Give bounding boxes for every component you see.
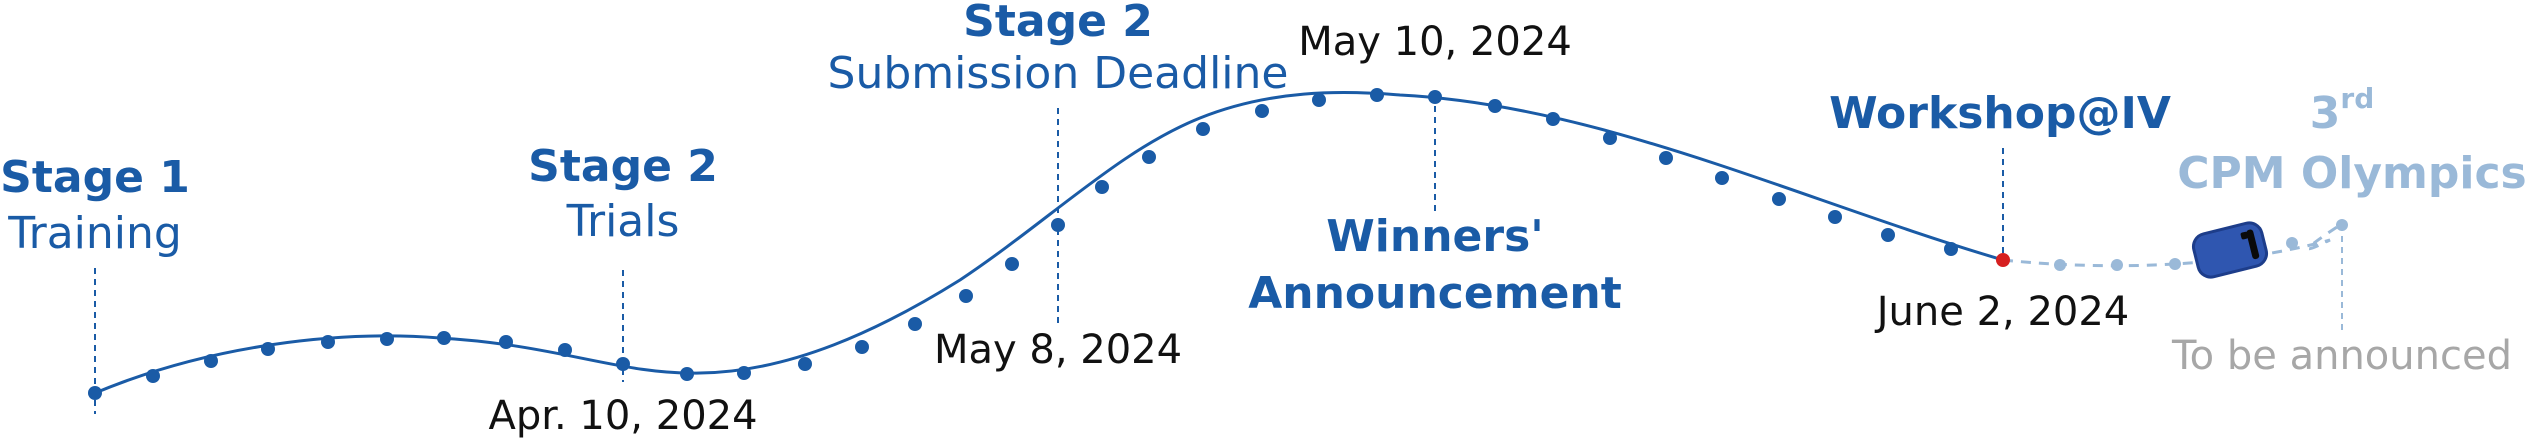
stage2-deadline-subtitle: Submission Deadline	[827, 48, 1289, 99]
car-icon	[2191, 221, 2269, 279]
stage2-deadline-title: Stage 2	[963, 0, 1153, 47]
stage2-trials-date: Apr. 10, 2024	[488, 393, 758, 439]
stage2-trials-subtitle: Trials	[566, 196, 680, 247]
current-point	[1996, 253, 2010, 267]
future-dots	[2054, 219, 2348, 271]
olympics-title: CPM Olympics	[2177, 148, 2527, 199]
stage1-title: Stage 1	[0, 152, 190, 203]
olympics-ordinal-suffix: rd	[2340, 82, 2375, 115]
olympics-ordinal: 3rd	[2310, 85, 2374, 136]
stage2-trials-title: Stage 2	[528, 141, 718, 192]
winners-title-line1: Winners'	[1326, 211, 1544, 262]
timeline-dots	[88, 88, 1958, 400]
winners-title-line2: Announcement	[1248, 268, 1622, 319]
workshop-title: Workshop@IV	[1829, 88, 2171, 139]
workshop-date: June 2, 2024	[1876, 289, 2130, 335]
winners-date: May 10, 2024	[1298, 19, 1572, 65]
stage2-deadline-date: May 8, 2024	[933, 327, 1183, 373]
olympics-ordinal-number: 3	[2309, 88, 2341, 139]
stage1-subtitle: Training	[8, 208, 182, 259]
olympics-date: To be announced	[2172, 333, 2512, 379]
